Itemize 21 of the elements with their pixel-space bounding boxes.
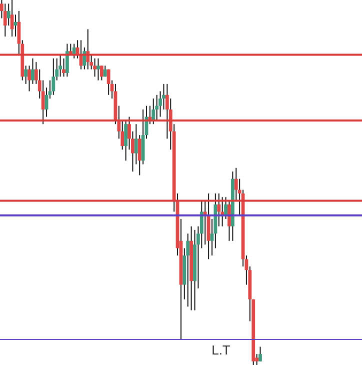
candlestick (31, 58, 34, 84)
candlestick (58, 54, 62, 78)
candlestick (217, 192, 221, 227)
ref-line-label: L.T (212, 342, 230, 358)
candlestick (66, 43, 69, 78)
candlestick (96, 58, 100, 81)
candlestick (152, 98, 156, 125)
candlestick (124, 120, 128, 162)
candlestick (93, 58, 96, 78)
candlestick (106, 68, 110, 96)
candlestick (186, 233, 190, 308)
candlestick (134, 124, 138, 165)
candlestick (155, 94, 159, 121)
candlestick (72, 43, 76, 59)
candlestick (28, 65, 31, 92)
candlestick (52, 58, 56, 96)
candlestick (258, 346, 262, 362)
candlestick (3, 3, 7, 37)
candlestick (24, 65, 28, 84)
candlestick (62, 58, 66, 78)
candlestick (228, 200, 231, 242)
